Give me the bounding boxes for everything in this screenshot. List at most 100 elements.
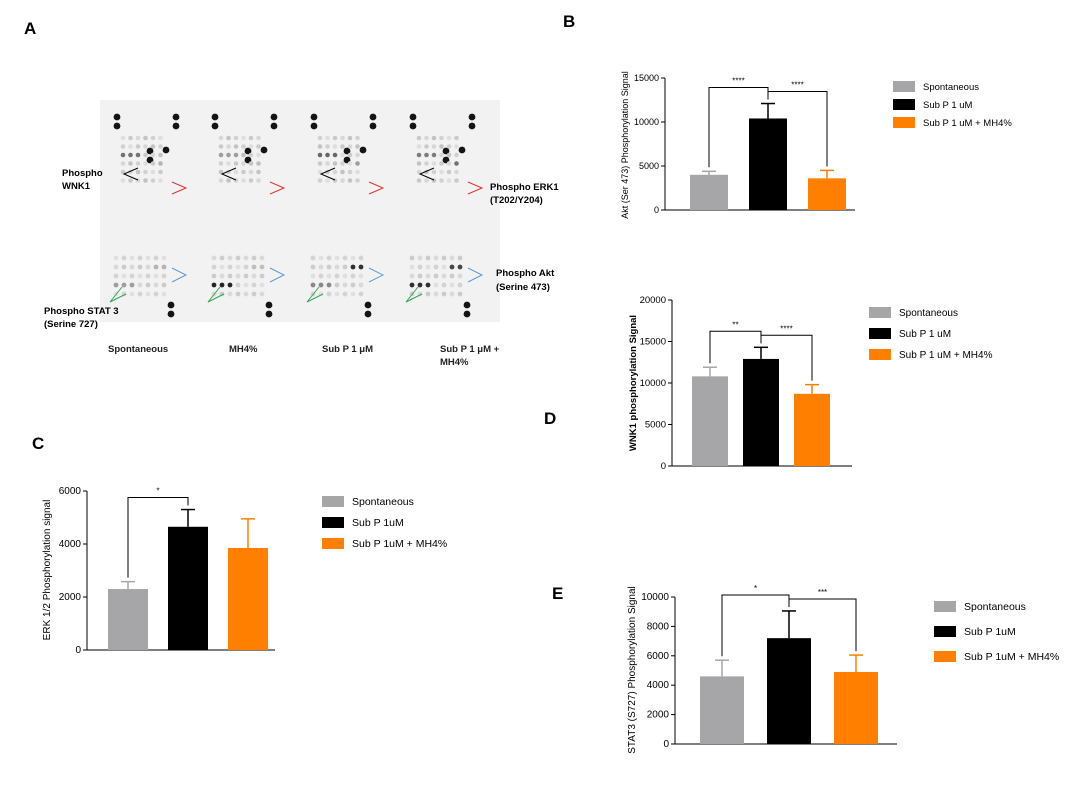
array-spot (446, 152, 452, 158)
array-spot (121, 273, 127, 279)
array-spot (439, 152, 444, 158)
reference-spot (260, 146, 268, 154)
array-spot (342, 264, 348, 270)
condition-label: Sub P 1 μM (322, 344, 373, 355)
array-spot (158, 144, 163, 149)
legend-swatch (322, 538, 344, 549)
array-spot (424, 152, 429, 158)
array-spot (325, 135, 330, 141)
array-spot (441, 282, 447, 288)
reference-spot (468, 113, 476, 121)
significance-label: *** (818, 588, 827, 597)
reference-spot (113, 122, 121, 130)
legend-label: Sub P 1uM (352, 517, 404, 529)
array-spot (416, 135, 422, 141)
array-spot (226, 144, 231, 149)
array-spot (150, 135, 156, 141)
legend-label: Spontaneous (352, 496, 414, 508)
y-axis-label: Akt (Ser 473) Phosphorylation Signal (620, 71, 630, 219)
reference-spot (265, 301, 273, 309)
array-spot (358, 264, 364, 270)
array-spot (433, 264, 439, 270)
bar (690, 174, 728, 210)
bar (749, 118, 787, 210)
significance-bracket (127, 497, 189, 578)
array-spot (425, 255, 431, 261)
legend-label: Spontaneous (899, 308, 958, 319)
array-spot (158, 135, 163, 141)
array-spot (227, 264, 233, 270)
array-spot (150, 161, 156, 166)
array-spot (241, 144, 246, 149)
y-tick-label: 4000 (647, 680, 670, 691)
legend-swatch (869, 328, 891, 339)
legend-swatch (934, 601, 956, 612)
array-spot (218, 152, 224, 158)
array-spot (129, 282, 135, 288)
akt-arrow (368, 267, 385, 283)
array-spot (342, 282, 348, 288)
reference-spot (162, 146, 170, 154)
array-spot (150, 152, 156, 158)
reference-spot (270, 113, 278, 121)
array-spot (113, 255, 119, 261)
array-spot (259, 282, 265, 288)
array-spot (449, 255, 455, 261)
array-spot (416, 178, 422, 183)
array-spot (227, 273, 233, 279)
akt-arrow (467, 267, 484, 283)
erk1-arrow (171, 181, 188, 195)
array-spot (121, 264, 127, 270)
array-spot (439, 178, 444, 183)
significance-bracket (760, 334, 813, 381)
array-spot (219, 273, 225, 279)
blot-arrows (109, 167, 484, 303)
array-spot (145, 273, 151, 279)
array-spot (454, 135, 459, 141)
array-spot (235, 273, 241, 279)
array-spot (317, 135, 323, 141)
array-spot (318, 255, 324, 261)
akt-arrow (269, 267, 286, 283)
array-spot (153, 255, 159, 261)
array-spot (424, 178, 429, 183)
reference-spot (409, 113, 417, 121)
array-spot (248, 144, 254, 149)
stat3-arrow (109, 286, 127, 303)
panel-letter-a: A (24, 19, 36, 38)
array-spot (137, 273, 143, 279)
array-spot (317, 152, 323, 158)
array-spot (120, 135, 126, 141)
array-spot (143, 169, 148, 175)
array-spot (129, 291, 135, 297)
array-spot (150, 144, 156, 149)
erk1-arrow (368, 181, 385, 195)
array-spot (120, 161, 126, 166)
array-spot (334, 273, 340, 279)
array-spot (227, 282, 233, 288)
array-spot (326, 273, 332, 279)
legend-swatch (934, 651, 956, 662)
array-spot (227, 255, 233, 261)
array-spot (235, 264, 241, 270)
array-spot (454, 178, 459, 183)
array-spot (310, 282, 316, 288)
array-spot (310, 255, 316, 261)
array-spot (256, 161, 261, 166)
bar (767, 638, 811, 744)
y-tick-label: 4000 (59, 539, 82, 550)
label-phospho-akt: Phospho Akt (Serine 473) (496, 268, 557, 293)
condition-label-line: Sub P 1 μM (322, 344, 373, 355)
array-spot (256, 178, 261, 183)
array-spot (143, 144, 148, 149)
condition-label: Sub P 1 μM + MH4% (440, 344, 500, 368)
array-spot (129, 255, 135, 261)
array-spot (416, 161, 422, 166)
array-spot (424, 144, 429, 149)
array-spot (145, 255, 151, 261)
reference-spot (359, 146, 367, 154)
legend-swatch (934, 626, 956, 637)
array-spot (449, 273, 455, 279)
array-spot (135, 135, 141, 141)
array-spot (441, 255, 447, 261)
